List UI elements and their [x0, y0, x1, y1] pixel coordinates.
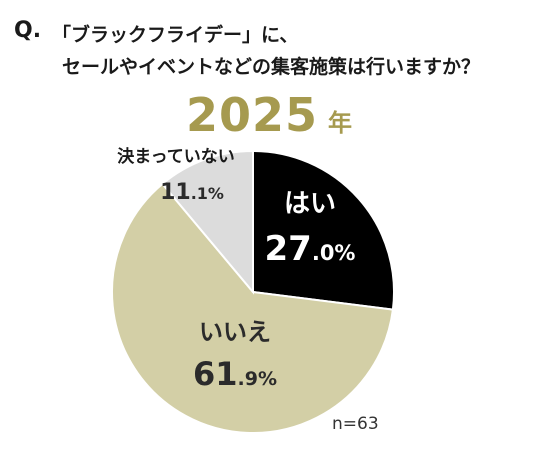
label-no-value: 61.9%	[193, 355, 277, 393]
label-undecided-name: 決まっていない	[117, 146, 234, 167]
year-heading: 2025 年	[186, 88, 352, 142]
question-line-2: セールやイベントなどの集客施策は行いますか？	[62, 56, 481, 78]
year-number: 2025	[186, 88, 319, 142]
label-yes-name: はい	[284, 189, 336, 219]
slice-undecided	[161, 149, 254, 295]
year-unit: 年	[328, 109, 353, 137]
sample-size-label: n=63	[332, 414, 379, 434]
slice-yes	[252, 149, 395, 311]
label-no-name: いいえ	[199, 318, 271, 346]
label-yes-value: 27.0%	[265, 229, 356, 269]
question-mark: Q.	[14, 18, 42, 43]
label-undecided-value: 11.1%	[160, 180, 224, 205]
question-line-1: 「ブラックフライデー」に、	[52, 24, 299, 46]
slice-no	[111, 182, 395, 434]
